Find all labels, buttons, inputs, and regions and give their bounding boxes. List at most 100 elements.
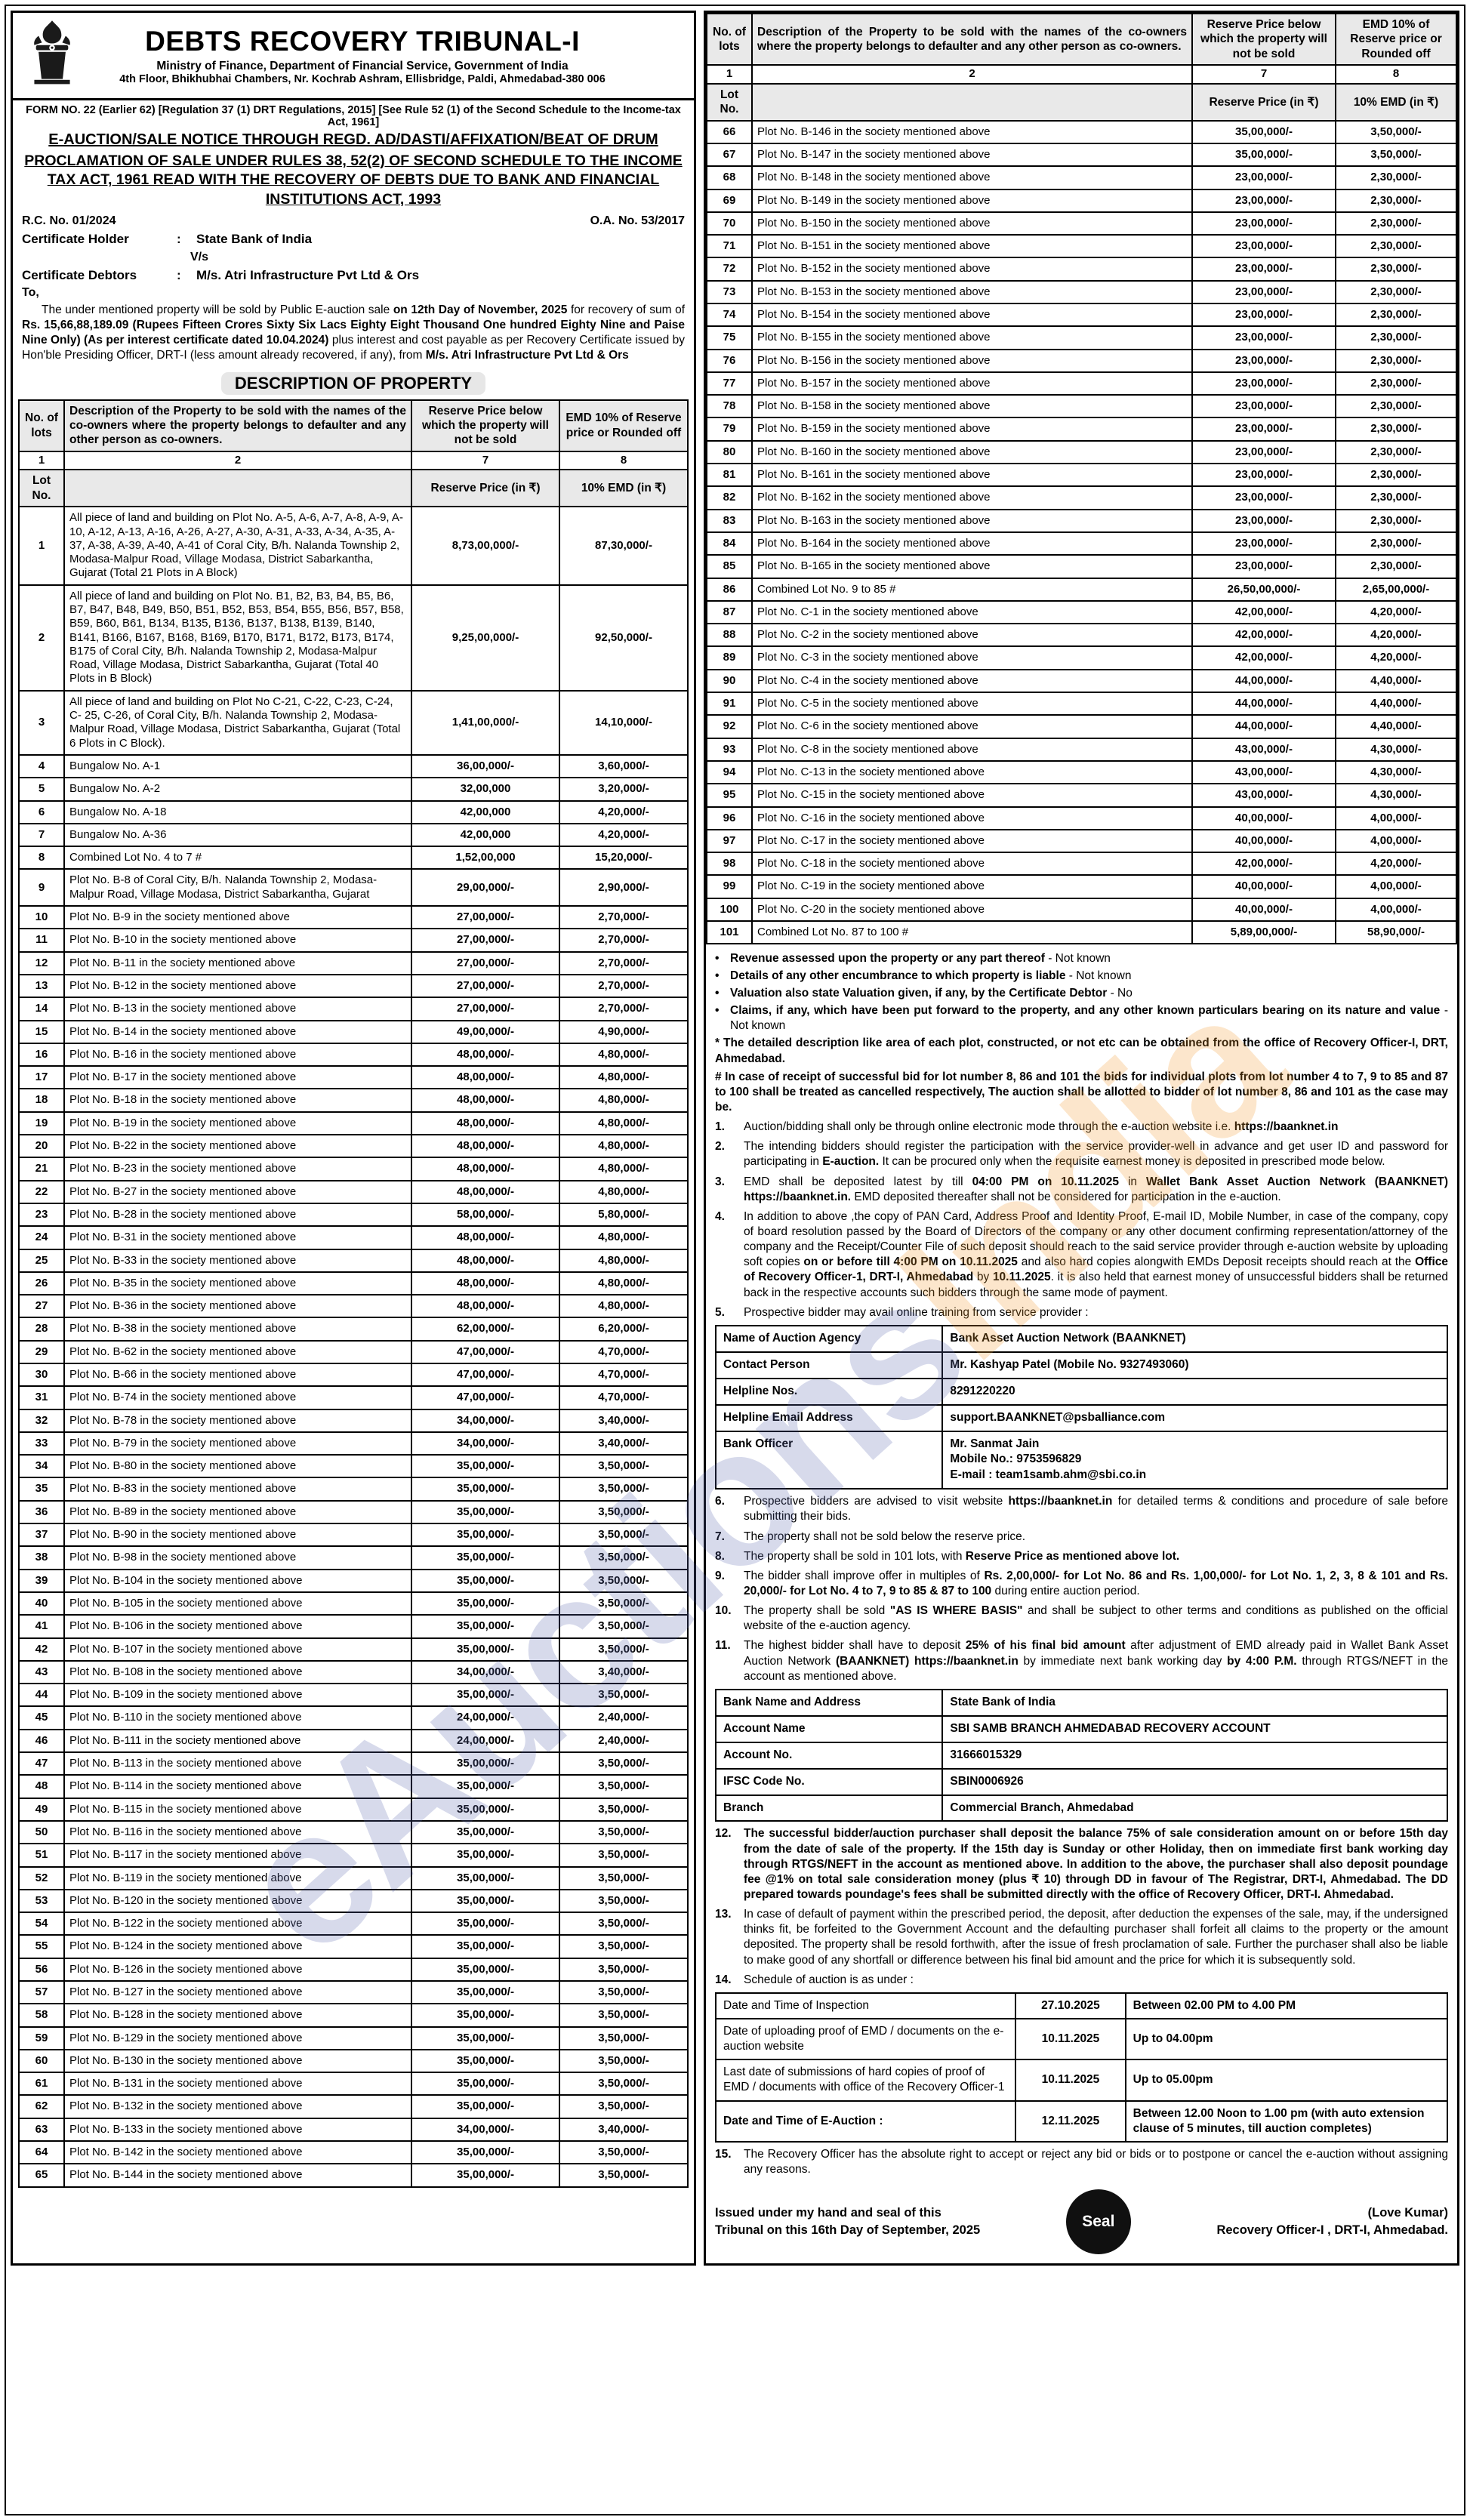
schedule-date: 27.10.2025 <box>1015 1992 1126 2020</box>
kv-label: Helpline Nos. <box>714 1377 944 1406</box>
disclosure-bullet: • Valuation also state Valuation given, i… <box>715 986 1448 1001</box>
lot-no-cell: 79 <box>706 417 753 442</box>
lot-description-cell: Plot No. B-132 in the society mentioned … <box>63 2094 412 2119</box>
lot-row: 28 Plot No. B-38 in the society mentioned… <box>18 1317 689 1342</box>
lot-description-cell: Plot No. C-3 in the society mentioned ab… <box>751 645 1193 670</box>
document-page: eAuctionsIndia <box>5 5 1465 2515</box>
lot-no-cell: 90 <box>706 668 753 694</box>
lot-no-cell: 68 <box>706 165 753 190</box>
lot-row: 50 Plot No. B-116 in the society mentione… <box>18 1819 689 1845</box>
lot-row: 17 Plot No. B-17 in the society mentioned… <box>18 1065 689 1090</box>
lot-no-cell: 57 <box>18 1979 65 2005</box>
term-item: 8. The property shall be sold in 101 lots… <box>715 1549 1448 1564</box>
lot-reserve-price-cell: 35,00,000/- <box>411 2048 560 2074</box>
lot-description-cell: Plot No. B-133 in the society mentioned … <box>63 2117 412 2143</box>
lot-no-cell: 21 <box>18 1157 65 1181</box>
term-item: 4. In addition to above ,the copy of PAN … <box>715 1209 1448 1301</box>
lot-row: 21 Plot No. B-23 in the society mentioned… <box>18 1157 689 1181</box>
lot-no-cell: 39 <box>18 1568 65 1593</box>
lot-emd-cell: 4,00,000/- <box>1335 828 1457 854</box>
lot-emd-cell: 2,30,000/- <box>1335 348 1457 373</box>
lot-reserve-price-cell: 23,00,000/- <box>1191 302 1336 328</box>
lot-emd-cell: 2,30,000/- <box>1335 439 1457 465</box>
lot-row: 44 Plot No. B-109 in the society mentione… <box>18 1683 689 1708</box>
lot-no-cell: 99 <box>706 874 753 899</box>
lot-row: 12 Plot No. B-11 in the society mentioned… <box>18 950 689 975</box>
term-item: 14. Schedule of auction is as under : <box>715 1973 1448 1988</box>
term-item: 15. The Recovery Officer has the absolute… <box>715 2147 1448 2177</box>
lot-row: 48 Plot No. B-114 in the society mentione… <box>18 1774 689 1799</box>
lot-row: 82 Plot No. B-162 in the society mentione… <box>706 485 1457 510</box>
lot-emd-cell: 3,50,000/- <box>559 1683 689 1708</box>
lot-emd-cell: 3,50,000/- <box>559 1454 689 1479</box>
issued-block: Issued under my hand and seal of this Tr… <box>715 2204 980 2239</box>
lot-row: 74 Plot No. B-154 in the society mentione… <box>706 302 1457 328</box>
lot-no-cell: 95 <box>706 783 753 808</box>
lot-no-cell: 23 <box>18 1202 65 1228</box>
kv-label: Account Name <box>714 1714 944 1743</box>
kv-value: State Bank of India <box>941 1688 1448 1717</box>
lot-description-cell: Plot No. B-130 in the society mentioned … <box>63 2048 412 2074</box>
lot-description-cell: Combined Lot No. 87 to 100 # <box>751 920 1193 945</box>
lot-reserve-price-cell: 23,00,000/- <box>1191 371 1336 396</box>
lot-description-cell: Plot No. B-107 in the society mentioned … <box>63 1637 412 1662</box>
lot-reserve-price-cell: 35,00,000/- <box>411 2140 560 2165</box>
schedule-time: Between 02.00 PM to 4.00 PM <box>1124 1992 1449 2020</box>
term-text: The successful bidder/auction purchaser … <box>744 1827 1448 1902</box>
lot-row: 18 Plot No. B-18 in the society mentioned… <box>18 1088 689 1113</box>
lot-reserve-price-cell: 48,00,000/- <box>411 1065 560 1090</box>
lot-description-cell: Plot No. B-161 in the society mentioned … <box>751 463 1193 488</box>
lot-row: 101 Combined Lot No. 87 to 100 #5,89,00,0… <box>706 920 1457 945</box>
issued-line-1: Issued under my hand and seal of this <box>715 2206 941 2220</box>
lot-emd-cell: 2,30,000/- <box>1335 279 1457 305</box>
lot-description-cell: Plot No. B-28 in the society mentioned a… <box>63 1202 412 1228</box>
kv-label: Account No. <box>714 1741 944 1770</box>
lot-emd-cell: 4,00,000/- <box>1335 874 1457 899</box>
lot-emd-cell: 3,50,000/- <box>559 1888 689 1914</box>
lot-no-cell: 61 <box>18 2072 65 2096</box>
lot-description-cell: Plot No. B-115 in the society mentioned … <box>63 1797 412 1822</box>
term-text: The property shall be sold "AS IS WHERE … <box>744 1604 1449 1633</box>
lot-row: 25 Plot No. B-33 in the society mentioned… <box>18 1248 689 1273</box>
lot-row: 78 Plot No. B-158 in the society mentione… <box>706 394 1457 419</box>
bank-account-table: Bank Name and Address State Bank of India… <box>714 1688 1448 1822</box>
lot-no-cell: 78 <box>706 394 753 419</box>
term-number: 3. <box>715 1175 725 1188</box>
lot-description-cell: Plot No. B-62 in the society mentioned a… <box>63 1339 412 1364</box>
lot-reserve-price-cell: 32,00,000 <box>411 777 560 802</box>
kv-row: Contact Person Mr. Kashyap Patel (Mobile … <box>714 1351 1448 1379</box>
lot-emd-cell: 4,70,000/- <box>559 1385 689 1410</box>
lot-description-cell: Plot No. B-33 in the society mentioned a… <box>63 1248 412 1273</box>
lot-reserve-price-cell: 35,00,000/- <box>411 1888 560 1914</box>
seal: Seal <box>1065 2189 1131 2255</box>
lot-no-cell: 15 <box>18 1019 65 1044</box>
lot-reserve-price-cell: 35,00,000/- <box>411 1683 560 1708</box>
lot-no-cell: 51 <box>18 1843 65 1868</box>
sub-header-emd: 10% EMD (in ₹) <box>1335 82 1457 122</box>
lot-description-cell: Plot No. B-117 in the society mentioned … <box>63 1843 412 1868</box>
term-item: 3. EMD shall be deposited latest by till … <box>715 1175 1448 1205</box>
lot-no-cell: 40 <box>18 1591 65 1616</box>
lot-row: 80 Plot No. B-160 in the society mentione… <box>706 439 1457 465</box>
lot-emd-cell: 2,30,000/- <box>1335 417 1457 442</box>
lot-row: 51 Plot No. B-117 in the society mentione… <box>18 1843 689 1868</box>
lot-emd-cell: 4,70,000/- <box>559 1362 689 1388</box>
lot-row: 9 Plot No. B-8 of Coral City, B/h. Naland… <box>18 868 689 907</box>
term-text: The bidder shall improve offer in multip… <box>744 1569 1448 1597</box>
lot-reserve-price-cell: 35,00,000/- <box>411 2094 560 2119</box>
lot-emd-cell: 3,50,000/- <box>559 1934 689 1959</box>
lot-no-cell: 74 <box>706 302 753 328</box>
lot-no-cell: 73 <box>706 279 753 305</box>
lot-row: 42 Plot No. B-107 in the society mentione… <box>18 1637 689 1662</box>
lot-description-cell: Plot No. C-15 in the society mentioned a… <box>751 783 1193 808</box>
signatory-title: Recovery Officer-I , DRT-I, Ahmedabad. <box>1216 2223 1448 2238</box>
lot-row: 52 Plot No. B-119 in the society mentione… <box>18 1865 689 1890</box>
schedule-row: Date of uploading proof of EMD / documen… <box>714 2017 1449 2061</box>
ministry-line: Ministry of Finance, Department of Finan… <box>156 60 569 72</box>
sub-header-reserve: Reserve Price (in ₹) <box>411 469 560 508</box>
lot-no-cell: 8 <box>18 846 65 870</box>
lot-description-cell: Plot No. B-31 in the society mentioned a… <box>63 1225 412 1250</box>
lot-no-cell: 81 <box>706 463 753 488</box>
lot-no-cell: 38 <box>18 1545 65 1570</box>
lot-row: 85 Plot No. B-165 in the society mentione… <box>706 554 1457 579</box>
